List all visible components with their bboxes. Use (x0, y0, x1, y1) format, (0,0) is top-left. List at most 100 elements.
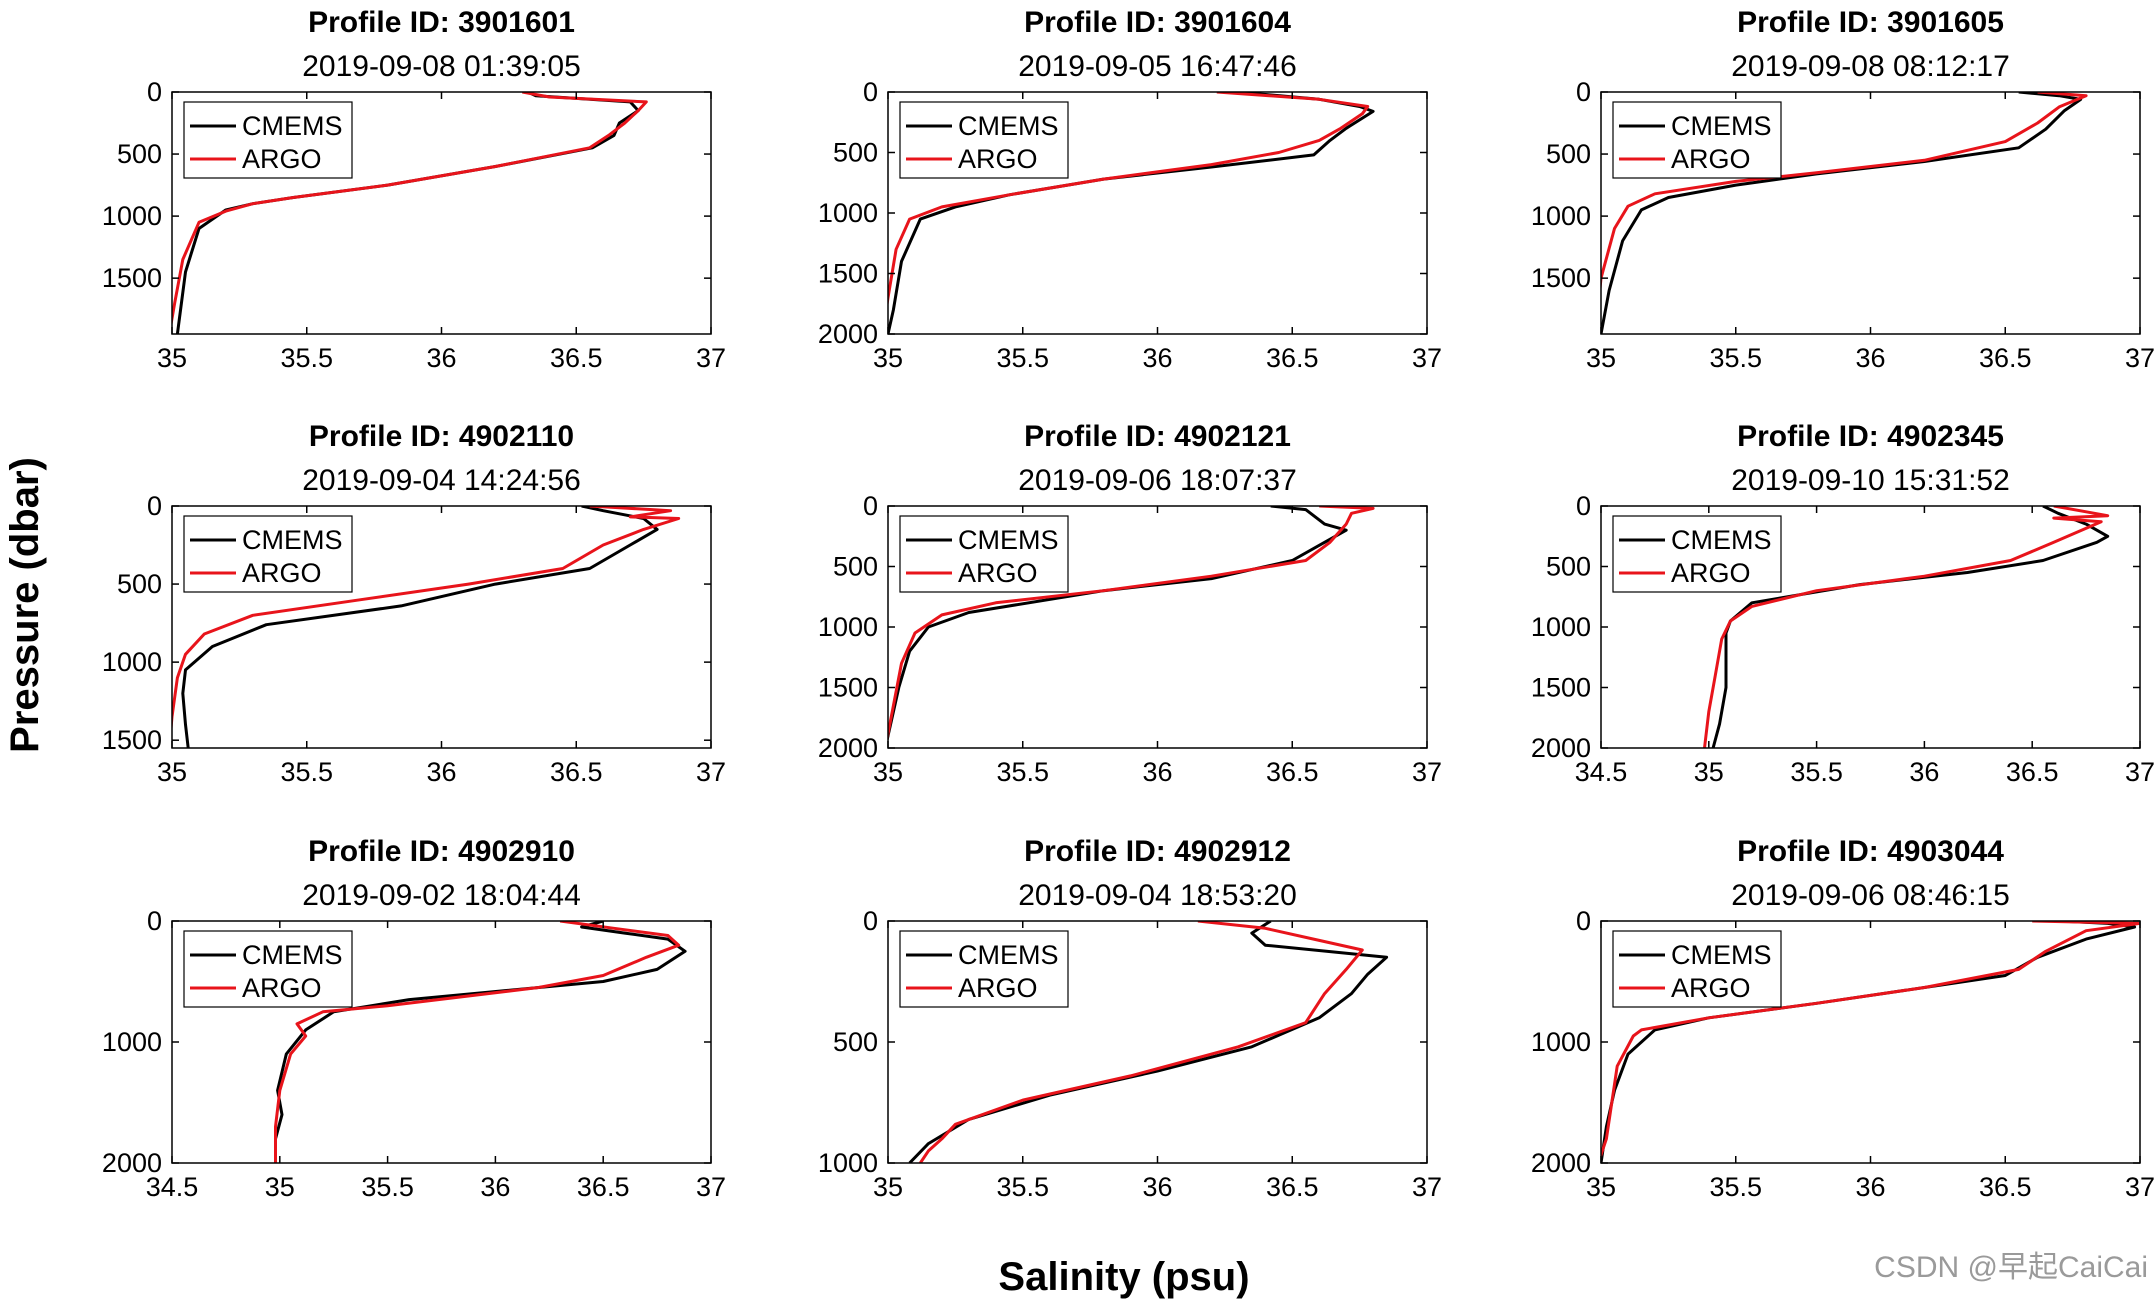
y-tick-label: 1000 (1531, 612, 1591, 642)
y-tick-label: 1000 (1531, 201, 1591, 231)
y-tick-label: 1000 (102, 1027, 162, 1057)
x-tick-label: 35 (873, 1172, 903, 1202)
legend-box (899, 101, 1069, 179)
x-tick-label: 34.5 (146, 1172, 199, 1202)
x-tick-label: 35 (157, 343, 187, 373)
legend-label: ARGO (242, 558, 322, 588)
series-line-argo (888, 506, 1375, 742)
x-tick-label: 35 (873, 757, 903, 787)
panel-title: Profile ID: 3901601 (308, 6, 575, 39)
x-tick-label: 35 (1694, 757, 1724, 787)
panel-subtitle: 2019-09-10 15:31:52 (1731, 464, 2010, 497)
x-tick-label: 35.5 (996, 757, 1049, 787)
x-tick-label: 35 (1586, 343, 1616, 373)
panel-subtitle: 2019-09-02 18:04:44 (302, 879, 581, 912)
y-tick-label: 0 (147, 491, 162, 521)
legend-label: CMEMS (242, 940, 343, 970)
y-tick-label: 2000 (818, 733, 878, 763)
y-tick-label: 1500 (818, 673, 878, 703)
panel-title: Profile ID: 4902912 (1024, 835, 1291, 868)
series-line-argo (1703, 506, 2110, 748)
legend-label: ARGO (242, 973, 322, 1003)
x-tick-label: 37 (1412, 343, 1442, 373)
y-tick-label: 500 (117, 139, 162, 169)
x-tick-label: 35.5 (280, 343, 333, 373)
y-tick-label: 500 (833, 552, 878, 582)
legend-box (899, 515, 1069, 593)
y-tick-label: 2000 (102, 1148, 162, 1178)
legend-label: ARGO (958, 558, 1038, 588)
y-tick-label: 1500 (818, 259, 878, 289)
x-tick-label: 36 (426, 757, 456, 787)
x-tick-label: 35.5 (280, 757, 333, 787)
x-tick-label: 35.5 (996, 343, 1049, 373)
x-tick-label: 36.5 (550, 343, 603, 373)
legend-label: CMEMS (242, 111, 343, 141)
chart-panel-5: Profile ID: 4902121 2019-09-06 18:07:37 35… (818, 420, 1442, 787)
watermark-text: CSDN @早起CaiCai (1874, 1251, 2148, 1284)
y-tick-label: 2000 (1531, 733, 1591, 763)
x-tick-label: 36.5 (1266, 343, 1319, 373)
legend-label: CMEMS (958, 525, 1059, 555)
legend-box (1612, 515, 1782, 593)
x-tick-label: 35.5 (361, 1172, 414, 1202)
y-tick-label: 1500 (1531, 263, 1591, 293)
y-tick-label: 0 (863, 906, 878, 936)
series-line-argo (888, 92, 1370, 308)
y-tick-label: 1000 (818, 1148, 878, 1178)
series-line-argo (172, 92, 648, 328)
y-tick-label: 500 (117, 569, 162, 599)
y-axis-label: Pressure (dbar) (3, 457, 47, 753)
x-tick-label: 35.5 (996, 1172, 1049, 1202)
series-line-cmems (274, 921, 687, 1163)
y-tick-label: 500 (833, 1027, 878, 1057)
y-tick-label: 0 (147, 906, 162, 936)
x-tick-label: 34.5 (1575, 757, 1628, 787)
y-tick-label: 2000 (1531, 1148, 1591, 1178)
series-line-cmems (888, 92, 1375, 334)
panel-subtitle: 2019-09-04 18:53:20 (1018, 879, 1297, 912)
y-tick-label: 1000 (1531, 1027, 1591, 1057)
y-tick-label: 500 (1546, 139, 1591, 169)
legend-label: ARGO (958, 973, 1038, 1003)
legend-box (183, 930, 353, 1008)
y-tick-label: 0 (147, 77, 162, 107)
panel-subtitle: 2019-09-04 14:24:56 (302, 464, 581, 497)
y-tick-label: 1500 (1531, 673, 1591, 703)
y-tick-label: 0 (1576, 491, 1591, 521)
x-tick-label: 36.5 (577, 1172, 630, 1202)
panel-subtitle: 2019-09-08 08:12:17 (1731, 50, 2010, 83)
legend-box (183, 515, 353, 593)
panel-title: Profile ID: 4902110 (309, 420, 574, 453)
legend-label: CMEMS (958, 111, 1059, 141)
series-line-argo (1601, 921, 2140, 1160)
legend-box (1612, 930, 1782, 1008)
x-tick-label: 35 (265, 1172, 295, 1202)
x-tick-label: 37 (696, 1172, 726, 1202)
series-line-argo (172, 506, 681, 735)
panel-subtitle: 2019-09-06 18:07:37 (1018, 464, 1297, 497)
chart-panel-8: Profile ID: 4902912 2019-09-04 18:53:20 35… (818, 835, 1442, 1202)
x-tick-label: 35 (157, 757, 187, 787)
x-axis-label: Salinity (psu) (998, 1255, 1249, 1299)
y-tick-label: 500 (833, 138, 878, 168)
y-tick-label: 2000 (818, 319, 878, 349)
y-tick-label: 0 (1576, 906, 1591, 936)
x-tick-label: 37 (1412, 757, 1442, 787)
x-tick-label: 36 (1142, 1172, 1172, 1202)
panel-title: Profile ID: 3901605 (1737, 6, 2004, 39)
legend-box (1612, 101, 1782, 179)
chart-panel-4: Profile ID: 4902110 2019-09-04 14:24:56 35… (102, 420, 726, 787)
chart-panel-6: Profile ID: 4902345 2019-09-10 15:31:52 34… (1531, 420, 2155, 787)
x-tick-label: 37 (2125, 1172, 2155, 1202)
panel-title: Profile ID: 4902910 (308, 835, 575, 868)
legend-label: CMEMS (958, 940, 1059, 970)
chart-panel-9: Profile ID: 4903044 2019-09-06 08:46:15 35… (1531, 835, 2155, 1202)
series-line-argo (1601, 92, 2088, 294)
x-tick-label: 35.5 (1709, 343, 1762, 373)
chart-panel-2: Profile ID: 3901604 2019-09-05 16:47:46 35… (818, 6, 1442, 373)
chart-panel-7: Profile ID: 4902910 2019-09-02 18:04:44 34… (102, 835, 726, 1202)
x-tick-label: 36.5 (1979, 343, 2032, 373)
series-line-cmems (181, 506, 659, 748)
legend-label: ARGO (958, 144, 1038, 174)
